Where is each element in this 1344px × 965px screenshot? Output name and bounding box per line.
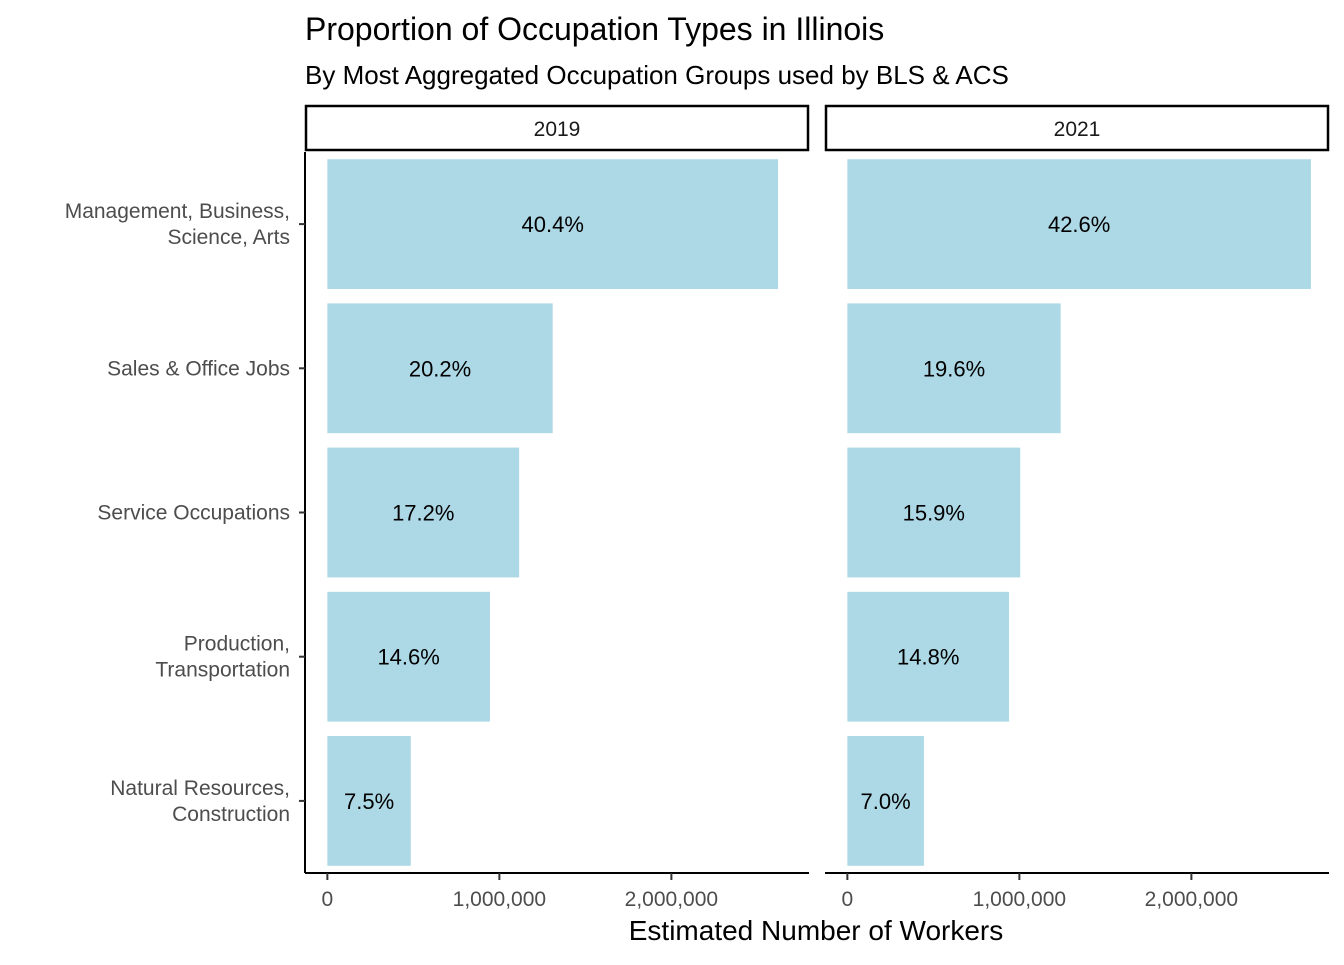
y-tick-label: Natural Resources, Construction bbox=[110, 777, 290, 826]
y-tick-label-line: Management, Business, bbox=[65, 200, 290, 223]
x-axes: 0 1,000,000 2,000,000 0 1,000,000 2,000,000 bbox=[305, 872, 1329, 911]
bar-label: 19.6% bbox=[923, 356, 985, 381]
x-tick-label: 1,000,000 bbox=[453, 888, 546, 911]
y-tick-label-line: Service Occupations bbox=[97, 502, 290, 525]
y-tick-label-line: Transportation bbox=[155, 659, 290, 682]
y-tick-label: Management, Business, Science, Arts bbox=[65, 200, 290, 249]
x-tick-label: 0 bbox=[842, 888, 854, 911]
chart-subtitle: By Most Aggregated Occupation Groups use… bbox=[305, 60, 1009, 90]
bar bbox=[327, 591, 490, 722]
bar-label: 7.0% bbox=[861, 789, 911, 814]
facet-strips: 2019 2021 bbox=[304, 104, 1330, 152]
bar bbox=[847, 303, 1061, 434]
x-tick-label: 1,000,000 bbox=[973, 888, 1066, 911]
bar-label: 42.6% bbox=[1048, 212, 1110, 237]
bar-label: 15.9% bbox=[903, 501, 965, 526]
x-tick-label: 0 bbox=[322, 888, 334, 911]
y-tick-label-line: Sales & Office Jobs bbox=[107, 357, 290, 380]
bar-label: 40.4% bbox=[522, 212, 584, 237]
bar bbox=[847, 159, 1311, 289]
facet-strip-label: 2019 bbox=[534, 118, 581, 141]
panels: 40.4% 20.2% 17.2% 14.6% 7.5% 42.6% 19.6% 15.9% 1… bbox=[327, 159, 1311, 866]
y-tick-label: Production, Transportation bbox=[155, 633, 290, 682]
facet-strip bbox=[304, 104, 810, 152]
y-tick-label-line: Production, bbox=[184, 633, 290, 656]
x-axis-title: Estimated Number of Workers bbox=[629, 915, 1004, 946]
bar-label: 17.2% bbox=[392, 501, 454, 526]
bar bbox=[327, 447, 520, 578]
x-tick-label: 2,000,000 bbox=[1145, 888, 1238, 911]
bar bbox=[847, 447, 1021, 578]
bar bbox=[847, 736, 924, 866]
bar-label: 7.5% bbox=[344, 789, 394, 814]
bar-label: 14.6% bbox=[377, 645, 439, 670]
facet-strip-label: 2021 bbox=[1054, 118, 1101, 141]
facet-strip bbox=[824, 104, 1330, 152]
bar-label: 20.2% bbox=[409, 356, 471, 381]
y-tick-label-line: Construction bbox=[172, 803, 290, 826]
chart-title: Proportion of Occupation Types in Illino… bbox=[305, 11, 884, 47]
y-axis: Management, Business, Science, Arts Sales … bbox=[65, 152, 306, 873]
y-tick-label-line: Science, Arts bbox=[167, 226, 290, 249]
bar bbox=[327, 159, 779, 289]
y-tick-label: Sales & Office Jobs bbox=[107, 357, 290, 380]
y-tick-label-line: Natural Resources, bbox=[110, 777, 290, 800]
bar bbox=[847, 591, 1010, 722]
x-tick-label: 2,000,000 bbox=[625, 888, 718, 911]
bar bbox=[327, 303, 553, 434]
bar bbox=[327, 736, 411, 866]
y-tick-label: Service Occupations bbox=[97, 502, 290, 525]
bar-label: 14.8% bbox=[897, 645, 959, 670]
